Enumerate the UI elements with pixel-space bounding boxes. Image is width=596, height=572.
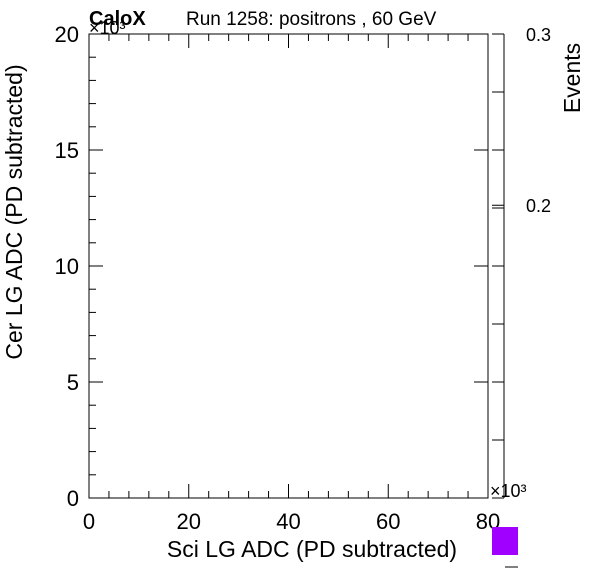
y-tick-label: 5 xyxy=(67,370,79,395)
z-tick-labels: 0.2 0.3 xyxy=(526,25,551,216)
z-axis-ticks xyxy=(492,33,504,499)
y-tick-label: 10 xyxy=(55,254,79,279)
z-axis-title: Events xyxy=(559,43,585,113)
y-tick-label: 15 xyxy=(55,138,79,163)
z-tick-label: 0.3 xyxy=(526,25,551,45)
x-tick-label: 0 xyxy=(83,509,95,534)
run-title: Run 1258: positrons , 60 GeV xyxy=(186,9,437,30)
y-axis-title: Cer LG ADC (PD subtracted) xyxy=(1,64,27,359)
y-tick-labels: 0 5 10 15 20 xyxy=(55,22,79,511)
x-tick-label: 20 xyxy=(177,509,201,534)
plot-frame xyxy=(88,33,489,499)
x-multiplier: ×10³ xyxy=(490,481,527,501)
x-axis-title: Sci LG ADC (PD subtracted) xyxy=(167,536,457,562)
y-tick-label: 20 xyxy=(55,22,79,47)
brand-label: CaloX xyxy=(89,8,146,30)
x-tick-labels: 0 20 40 60 80 xyxy=(83,509,500,534)
x-tick-label: 60 xyxy=(376,509,400,534)
color-palette-swatch xyxy=(492,527,518,555)
x-axis-ticks xyxy=(88,34,489,498)
x-tick-label: 40 xyxy=(276,509,300,534)
z-tick-label: 0.2 xyxy=(526,196,551,216)
y-multiplier: ×10³ xyxy=(89,18,126,38)
y-axis-ticks xyxy=(89,33,488,499)
y-tick-label: 0 xyxy=(67,486,79,511)
